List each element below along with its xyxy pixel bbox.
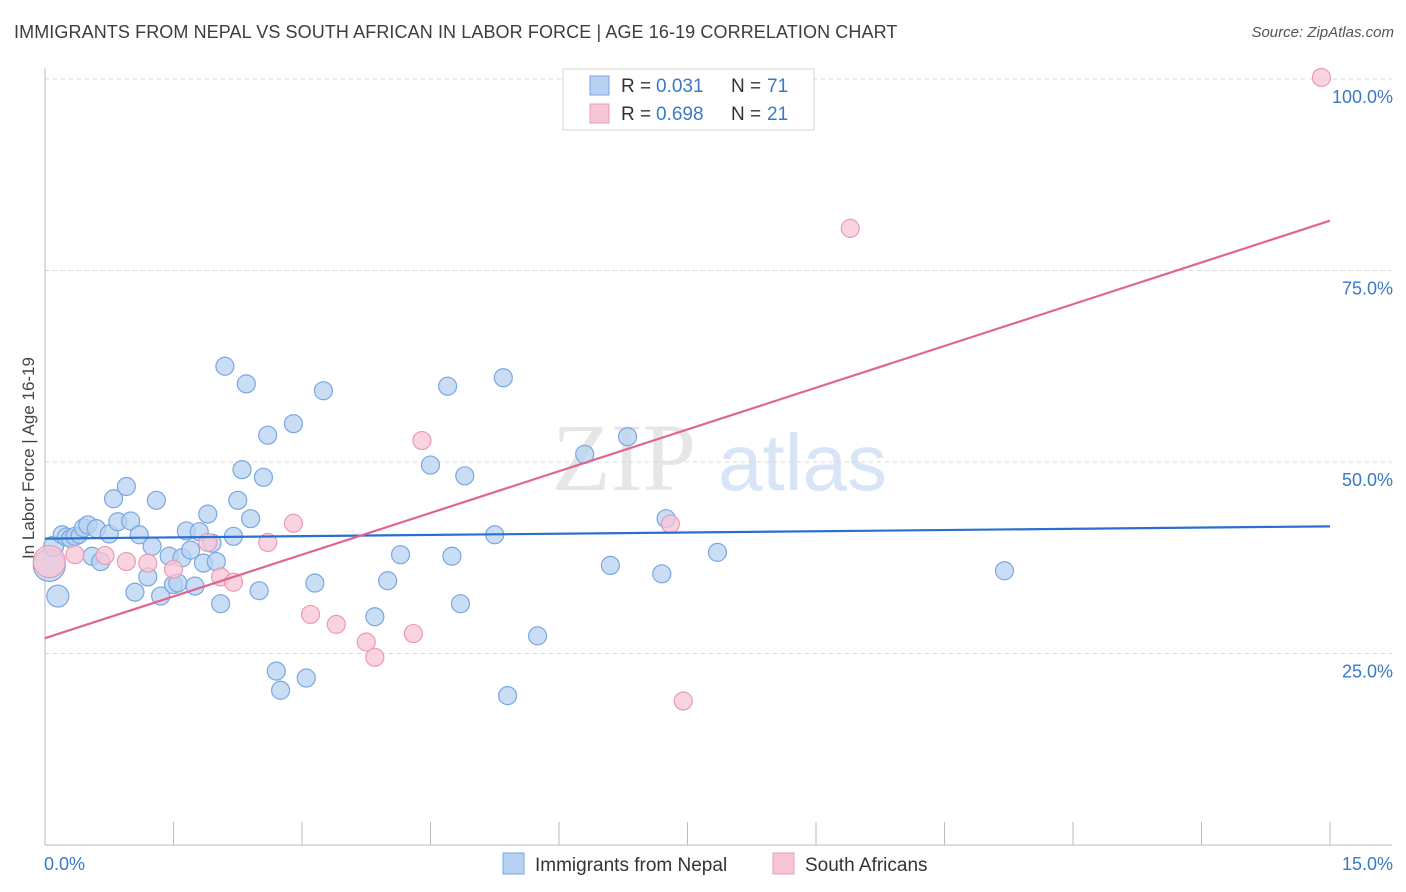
point-nepal-2 [46, 584, 70, 608]
stats-legend-swatch-nepal [589, 75, 610, 96]
point-nepal-16 [116, 476, 136, 497]
point-south-africans-0 [32, 544, 66, 579]
point-south-africans-12 [326, 614, 346, 634]
y-axis-label: In Labor Force | Age 16-19 [19, 357, 38, 559]
stats-legend: R = 0.031 N = 71 R = 0.698 N = 21 [562, 68, 815, 131]
stats-r-value-nepal: 0.031 [656, 76, 704, 97]
point-south-africans-10 [283, 513, 304, 533]
point-nepal-61 [493, 368, 513, 388]
point-nepal-53 [378, 571, 398, 591]
point-nepal-50 [305, 573, 325, 593]
point-nepal-57 [442, 546, 462, 566]
point-south-africans-16 [412, 430, 432, 451]
point-nepal-62 [498, 686, 518, 706]
trend-line-south-africans [44, 219, 1331, 640]
point-nepal-21 [142, 536, 162, 556]
point-nepal-37 [215, 356, 235, 376]
point-nepal-65 [600, 555, 621, 576]
y-tick-label-50: 50.0% [1342, 470, 1393, 490]
point-nepal-66 [617, 427, 638, 447]
chart-title: IMMIGRANTS FROM NEPAL VS SOUTH AFRICAN I… [14, 22, 898, 42]
y-tick-label-25: 25.0% [1342, 662, 1393, 682]
point-nepal-23 [151, 586, 171, 606]
tick-labels: 25.0% 50.0% 75.0% 100.0% 0.0% 15.0% [44, 87, 1393, 874]
point-nepal-40 [232, 460, 252, 480]
point-nepal-46 [266, 661, 286, 681]
stats-r-label-nepal: R = [621, 76, 651, 97]
point-south-africans-3 [116, 551, 136, 572]
point-nepal-49 [296, 668, 316, 688]
point-nepal-63 [527, 626, 548, 646]
stats-r-label-south-africans: R = [621, 104, 651, 125]
watermark-atlas: atlas [718, 418, 887, 507]
source-label: Source: ZipAtlas.com [1251, 24, 1394, 41]
point-nepal-70 [994, 561, 1015, 581]
point-nepal-29 [181, 540, 201, 560]
stats-legend-swatch-south-africans [589, 103, 610, 124]
point-nepal-33 [198, 504, 218, 524]
legend-swatch-south-africans [772, 852, 795, 875]
series-legend: Immigrants from Nepal South Africans [502, 852, 928, 876]
point-nepal-51 [313, 381, 334, 401]
point-nepal-44 [253, 467, 274, 487]
point-nepal-36 [211, 594, 231, 614]
point-south-africans-13 [356, 632, 376, 652]
gridlines [45, 78, 1392, 654]
point-nepal-69 [707, 542, 728, 562]
trend-line-nepal [44, 525, 1331, 540]
point-nepal-22 [146, 490, 166, 510]
point-nepal-41 [236, 374, 256, 394]
point-south-africans-1 [65, 545, 85, 565]
point-south-africans-19 [840, 218, 860, 238]
stats-n-label-nepal: N = [731, 76, 761, 97]
point-south-africans-5 [163, 559, 184, 579]
stats-n-label-south-africans: N = [731, 104, 761, 125]
y-tick-label-75: 75.0% [1342, 279, 1393, 299]
point-south-africans-20 [1311, 67, 1332, 88]
point-nepal-59 [455, 466, 475, 486]
point-nepal-18 [125, 582, 145, 602]
point-nepal-42 [241, 509, 261, 529]
point-nepal-67 [652, 564, 672, 584]
point-south-africans-14 [365, 647, 385, 667]
x-tick-label-min: 0.0% [44, 854, 85, 874]
point-nepal-54 [390, 545, 411, 565]
point-nepal-47 [270, 680, 291, 700]
stats-n-value-nepal: 71 [767, 76, 788, 97]
point-nepal-17 [121, 511, 141, 531]
point-nepal-58 [450, 594, 471, 614]
point-nepal-56 [438, 376, 458, 396]
x-tick-label-max: 15.0% [1342, 854, 1393, 874]
axes [44, 68, 1392, 846]
point-nepal-39 [228, 490, 248, 510]
point-south-africans-18 [673, 691, 693, 711]
stats-n-value-south-africans: 21 [767, 104, 788, 125]
point-south-africans-4 [138, 553, 158, 573]
point-nepal-19 [129, 525, 149, 545]
point-south-africans-2 [95, 545, 115, 566]
stats-r-value-south-africans: 0.698 [656, 104, 704, 125]
point-nepal-14 [103, 489, 124, 509]
point-nepal-55 [420, 455, 441, 475]
point-south-africans-15 [403, 623, 423, 644]
y-tick-label-100: 100.0% [1332, 87, 1393, 107]
point-south-africans-17 [660, 514, 680, 534]
point-south-africans-9 [258, 532, 278, 553]
point-south-africans-11 [300, 604, 321, 625]
legend-label-south-africans: South Africans [805, 855, 928, 876]
legend-label-nepal: Immigrants from Nepal [535, 855, 727, 876]
point-nepal-43 [249, 581, 269, 601]
watermark-zip: ZIP [552, 404, 696, 511]
point-nepal-48 [283, 414, 304, 434]
trend-lines [44, 219, 1331, 640]
point-nepal-52 [365, 607, 385, 627]
series-south-africans-points [32, 67, 1332, 711]
point-nepal-45 [258, 425, 278, 445]
legend-swatch-nepal [502, 852, 525, 875]
